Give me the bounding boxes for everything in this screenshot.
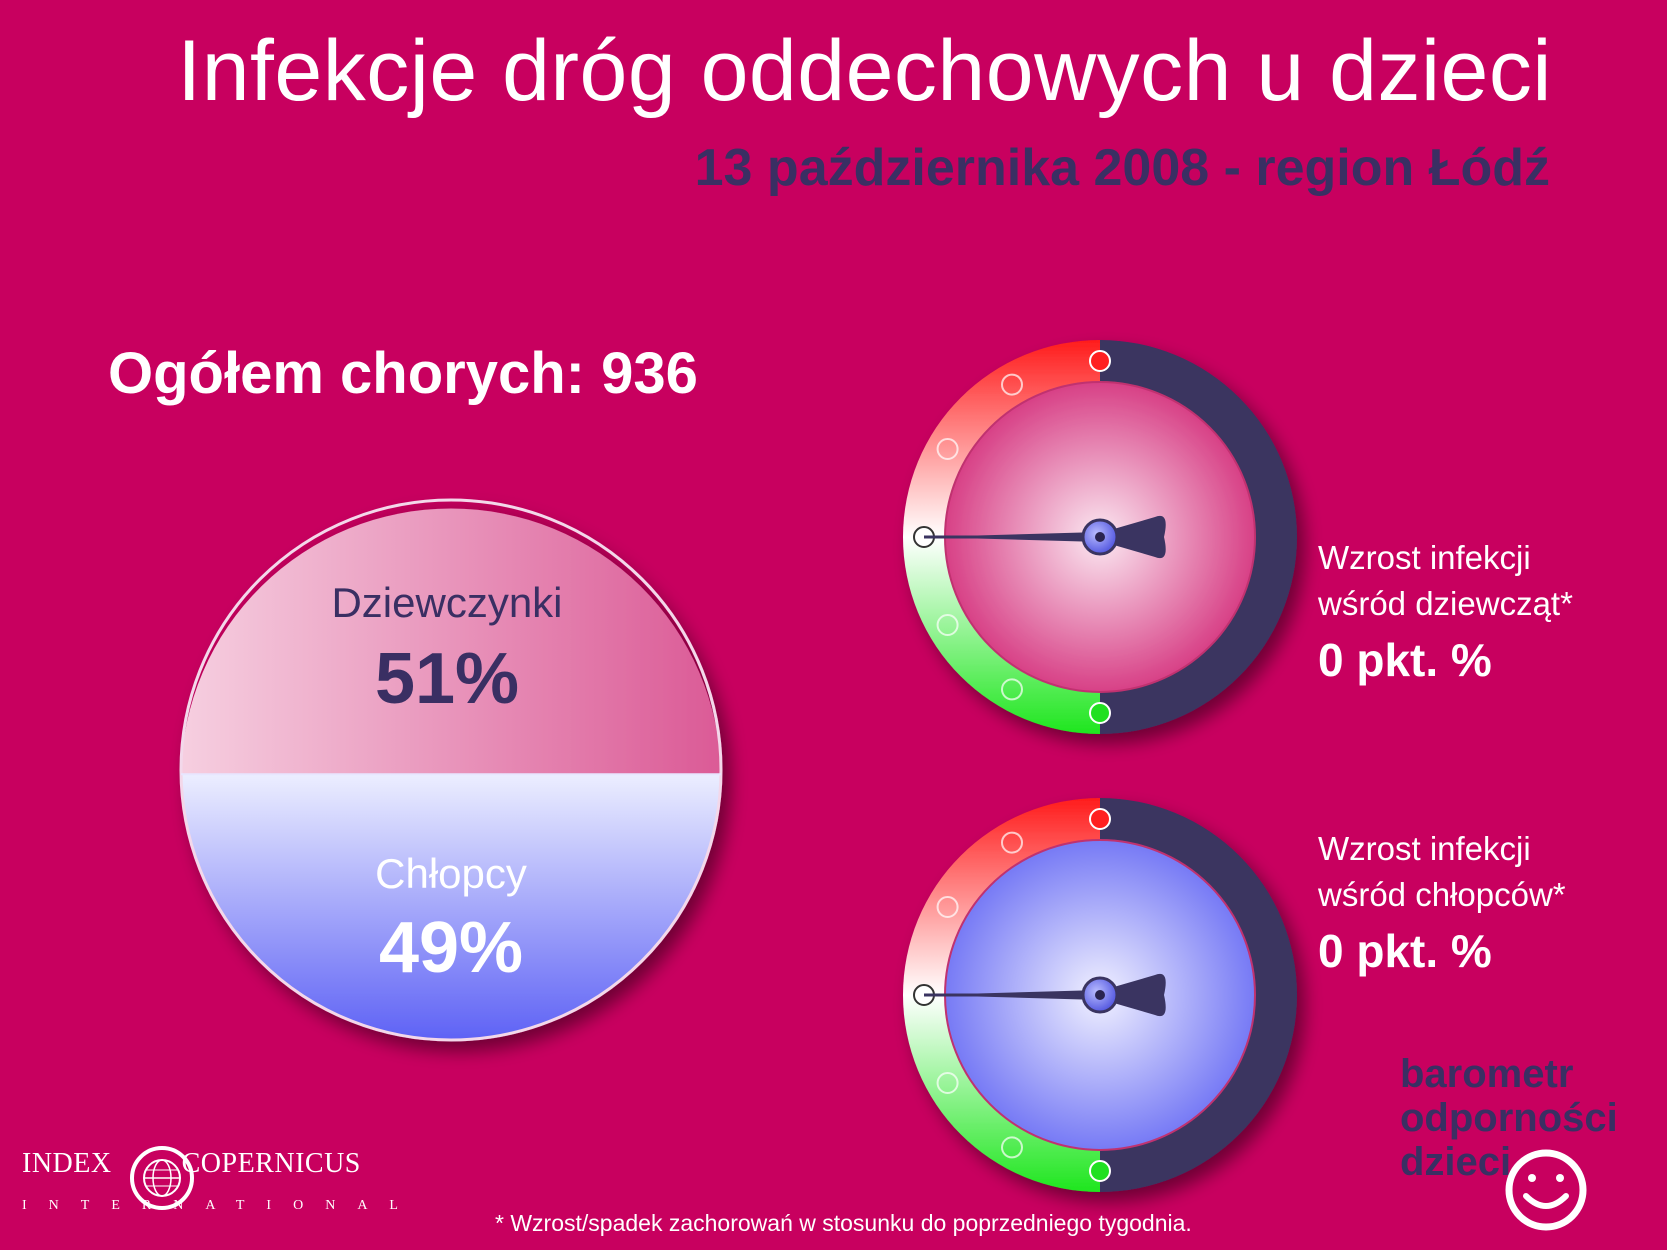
brand-line3: dzieci — [1400, 1140, 1512, 1184]
gauge-tick — [936, 896, 959, 918]
gauge-tick — [1001, 373, 1023, 396]
gauge-tick — [936, 1072, 959, 1094]
gauge-girls-value: 0 pkt. % — [1318, 634, 1492, 686]
gauge-tick — [1001, 1136, 1023, 1159]
gauge-boys — [903, 798, 1297, 1192]
gauge-tick — [1089, 1160, 1111, 1182]
gender-pie-chart — [179, 498, 723, 1042]
gauge-girls-line1: Wzrost infekcji — [1318, 539, 1531, 576]
page-subtitle: 13 października 2008 - region Łódź — [694, 139, 1550, 197]
pie-value-boys: 49% — [379, 908, 523, 988]
pie-slice-boys — [181, 774, 721, 1040]
footnote: * Wzrost/spadek zachorowań w stosunku do… — [495, 1210, 1192, 1236]
gauge-boys-line2: wśród chłopców* — [1318, 876, 1566, 913]
brand-line2: odporności — [1400, 1096, 1618, 1140]
logo-subtitle: INTERNATIONAL — [22, 1198, 420, 1213]
gauge-boys-value: 0 pkt. % — [1318, 925, 1492, 977]
gauge-tick — [1001, 678, 1023, 701]
gauge-girls-caption: Wzrost infekcji wśród dziewcząt* 0 pkt. … — [1318, 535, 1573, 687]
logo-word-copernicus: COPERNICUS — [181, 1148, 361, 1179]
page-title: Infekcje dróg oddechowych u dzieci — [177, 23, 1552, 119]
gauge-tick — [1089, 702, 1111, 724]
pie-label-boys: Chłopcy — [375, 850, 527, 897]
gauge-boys-caption: Wzrost infekcji wśród chłopców* 0 pkt. % — [1318, 826, 1566, 978]
brand-line1: barometr — [1400, 1052, 1574, 1096]
gauge-needle — [924, 515, 1166, 559]
total-patients: Ogółem chorych: 936 — [108, 341, 698, 406]
gauge-tick — [936, 614, 959, 636]
publisher-logo: INDEX COPERNICUS INTERNATIONAL — [22, 1148, 420, 1214]
brand-text: barometr odporności dzieci — [1400, 1052, 1618, 1184]
pie-label-girls: Dziewczynki — [331, 579, 562, 626]
pie-labels: Dziewczynki 51% Chłopcy 49% — [331, 579, 562, 988]
smile-icon — [1505, 1149, 1587, 1231]
gauge-tick — [936, 438, 959, 460]
gauge-boys-line1: Wzrost infekcji — [1318, 830, 1531, 867]
gauge-girls-line2: wśród dziewcząt* — [1318, 585, 1573, 622]
logo-word-index: INDEX — [22, 1148, 112, 1179]
pie-value-girls: 51% — [375, 639, 519, 719]
gauge-tick — [1089, 808, 1111, 830]
gauge-needle — [924, 973, 1166, 1017]
pie-slice-girls — [181, 508, 721, 775]
gauge-tick — [1001, 831, 1023, 854]
gauge-tick — [1089, 350, 1111, 372]
globe-icon — [130, 1146, 194, 1210]
gauge-girls — [903, 340, 1297, 734]
pie-outline — [179, 498, 723, 1042]
